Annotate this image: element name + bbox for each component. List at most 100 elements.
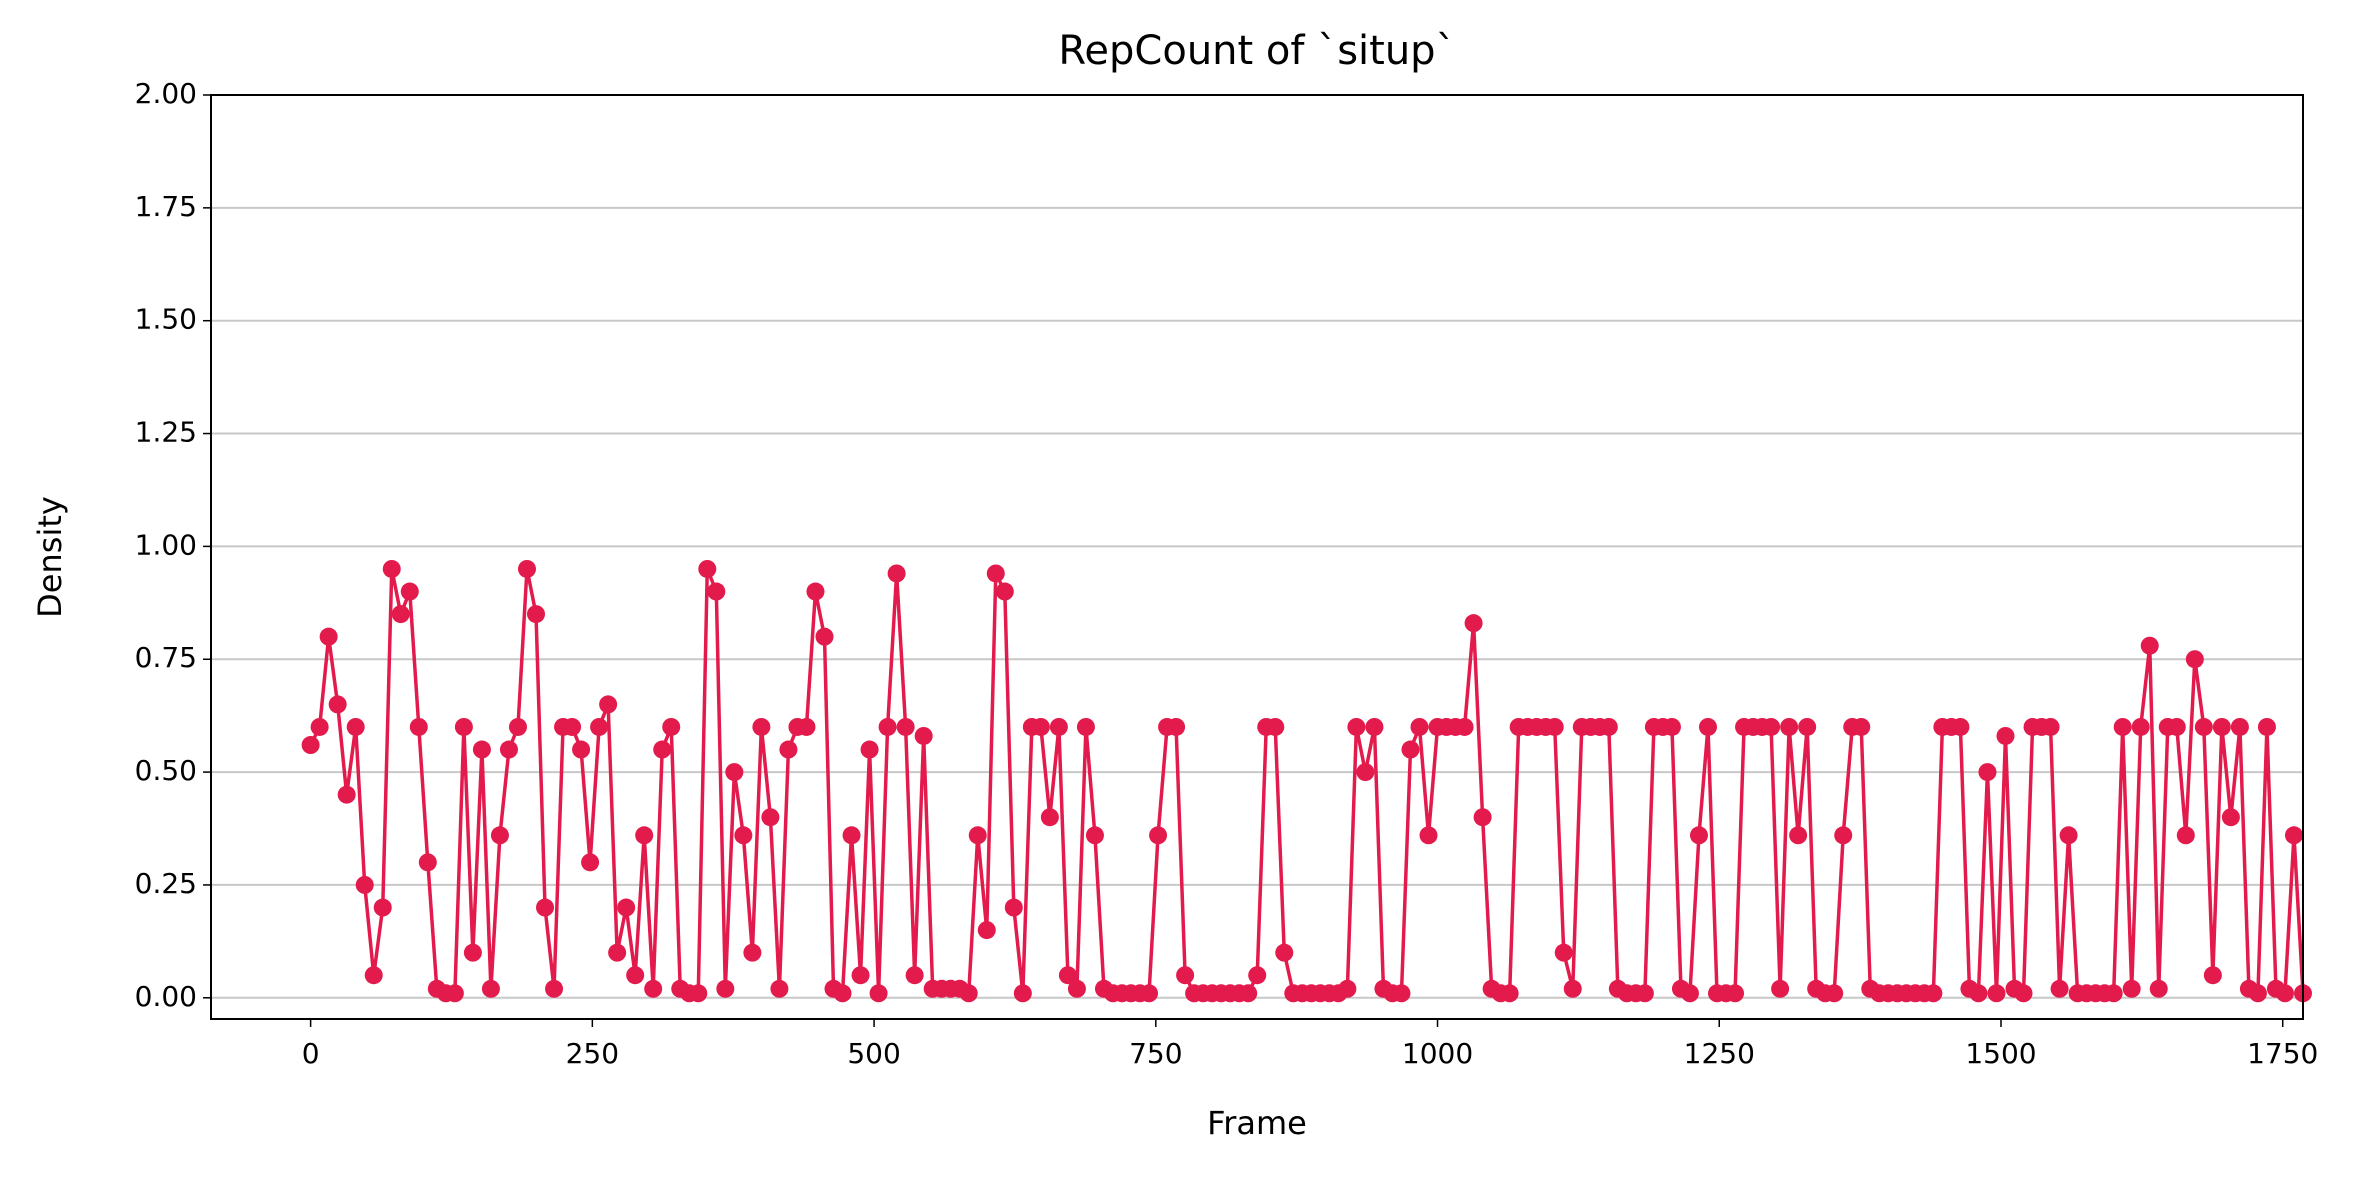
data-point xyxy=(1951,717,1970,736)
data-point xyxy=(1852,717,1871,736)
data-point xyxy=(806,582,825,601)
x-axis-label: Frame xyxy=(1207,1104,1307,1142)
data-point xyxy=(1563,979,1582,998)
data-point xyxy=(1473,808,1492,827)
x-tick-label: 0 xyxy=(302,1037,320,1070)
data-point xyxy=(382,559,401,578)
data-point xyxy=(328,695,347,714)
data-point xyxy=(617,898,636,917)
data-point xyxy=(373,898,392,917)
data-point xyxy=(1554,943,1573,962)
data-point xyxy=(2257,717,2276,736)
data-point xyxy=(472,740,491,759)
data-point xyxy=(1356,763,1375,782)
data-point xyxy=(2230,717,2249,736)
data-point xyxy=(2167,717,2186,736)
data-point xyxy=(1248,966,1267,985)
data-point xyxy=(1599,717,1618,736)
data-point xyxy=(1419,826,1438,845)
data-point xyxy=(1013,984,1032,1003)
data-point xyxy=(508,717,527,736)
data-point xyxy=(815,627,834,646)
data-point xyxy=(572,740,591,759)
data-point xyxy=(400,582,419,601)
y-tick-label: 0.75 xyxy=(135,641,197,674)
data-point xyxy=(1266,717,1285,736)
data-point xyxy=(698,559,717,578)
data-point xyxy=(1149,826,1168,845)
data-point xyxy=(490,826,509,845)
data-point xyxy=(2140,636,2159,655)
data-point xyxy=(1140,984,1159,1003)
data-point xyxy=(878,717,897,736)
data-point xyxy=(1726,984,1745,1003)
data-point xyxy=(1004,898,1023,917)
y-axis-label: Density xyxy=(31,496,69,618)
data-point xyxy=(590,717,609,736)
data-point xyxy=(869,984,888,1003)
data-point xyxy=(2113,717,2132,736)
data-point xyxy=(905,966,924,985)
data-point xyxy=(1500,984,1519,1003)
data-point xyxy=(797,717,816,736)
data-point xyxy=(2014,984,2033,1003)
data-point xyxy=(644,979,663,998)
x-tick-label: 500 xyxy=(847,1037,900,1070)
data-point xyxy=(418,853,437,872)
plot-frame xyxy=(210,94,2304,1020)
data-point xyxy=(1401,740,1420,759)
x-tick-label: 1250 xyxy=(1684,1037,1755,1070)
data-point xyxy=(1365,717,1384,736)
data-point xyxy=(662,717,681,736)
data-point xyxy=(1689,826,1708,845)
data-point xyxy=(599,695,618,714)
data-point xyxy=(1978,763,1997,782)
data-point xyxy=(2131,717,2150,736)
data-point xyxy=(1347,717,1366,736)
y-tick-label: 0.25 xyxy=(135,867,197,900)
data-point xyxy=(1798,717,1817,736)
data-point xyxy=(986,564,1005,583)
data-point xyxy=(2050,979,2069,998)
x-tick-label: 250 xyxy=(566,1037,619,1070)
data-point xyxy=(310,717,329,736)
x-tick-label: 1500 xyxy=(1965,1037,2036,1070)
data-point xyxy=(851,966,870,985)
x-tick-label: 1750 xyxy=(2247,1037,2318,1070)
data-point xyxy=(1176,966,1195,985)
data-point xyxy=(1762,717,1781,736)
x-tick-label: 750 xyxy=(1129,1037,1182,1070)
data-point xyxy=(779,740,798,759)
data-point xyxy=(2194,717,2213,736)
data-point xyxy=(716,979,735,998)
data-point xyxy=(2104,984,2123,1003)
data-point xyxy=(319,627,338,646)
data-point xyxy=(977,921,996,940)
data-point xyxy=(887,564,906,583)
y-tick-label: 1.50 xyxy=(135,303,197,336)
data-point xyxy=(536,898,555,917)
data-point xyxy=(346,717,365,736)
data-point xyxy=(337,785,356,804)
data-point xyxy=(1085,826,1104,845)
data-point xyxy=(545,979,564,998)
data-point xyxy=(581,853,600,872)
data-point xyxy=(1771,979,1790,998)
data-point xyxy=(2122,979,2141,998)
data-point xyxy=(1987,984,2006,1003)
data-point xyxy=(1049,717,1068,736)
data-point xyxy=(896,717,915,736)
chart-title: RepCount of `situp` xyxy=(1058,28,1455,74)
y-tick-label: 1.25 xyxy=(135,416,197,449)
data-point xyxy=(743,943,762,962)
y-tick-label: 2.00 xyxy=(135,77,197,110)
data-point xyxy=(689,984,708,1003)
data-point xyxy=(2059,826,2078,845)
y-tick-label: 1.75 xyxy=(135,190,197,223)
data-point xyxy=(707,582,726,601)
data-point xyxy=(445,984,464,1003)
data-point xyxy=(1996,726,2015,745)
data-point xyxy=(364,966,383,985)
